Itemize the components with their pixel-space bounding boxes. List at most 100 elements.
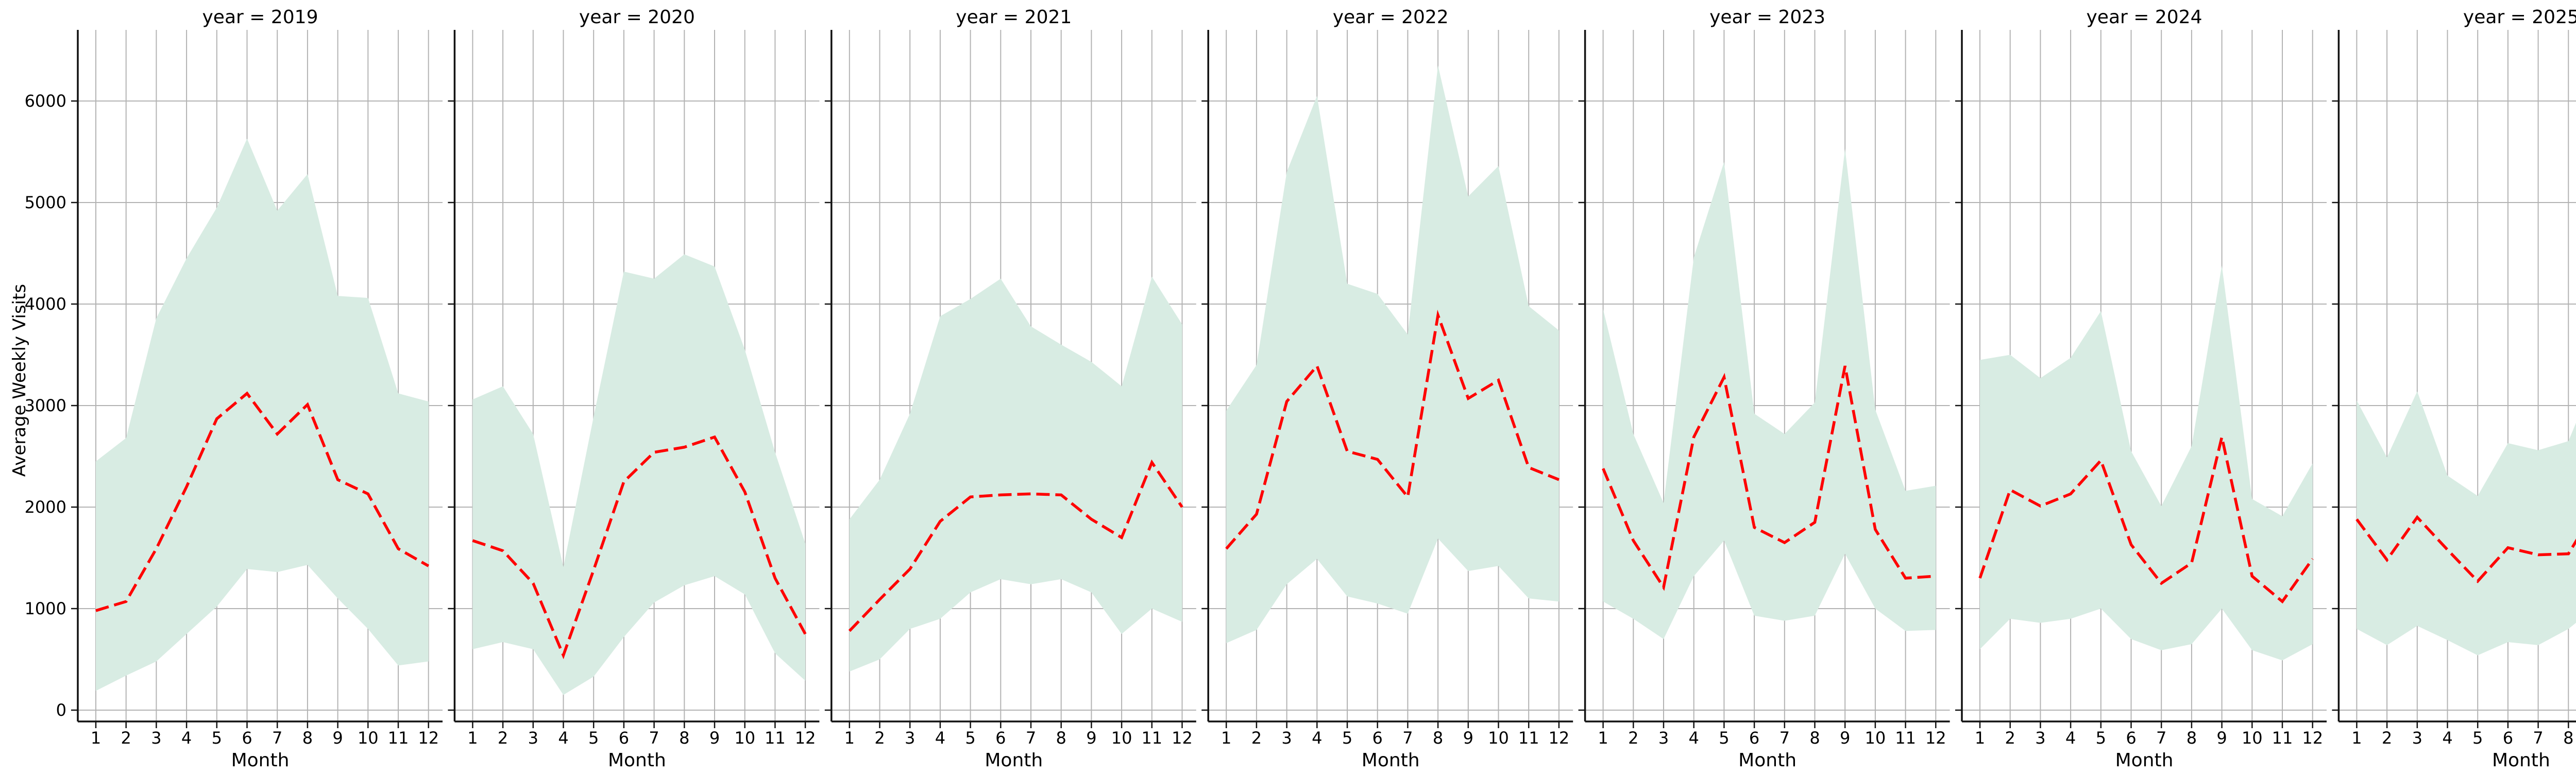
y-tick-label: 1000: [25, 599, 66, 618]
x-tick-label: 1: [1975, 728, 1985, 748]
facet-title: year = 2020: [579, 7, 695, 28]
x-tick-label: 12: [1925, 728, 1946, 748]
percentile-band: [1226, 65, 1559, 643]
facet-title: year = 2023: [1709, 7, 1825, 28]
y-tick-label: 0: [56, 700, 66, 720]
y-tick-label: 4000: [25, 294, 66, 314]
median-line: [848, 459, 1183, 632]
x-tick-label: 8: [2187, 728, 2197, 748]
x-tick-label: 11: [1518, 728, 1539, 748]
facet-title: year = 2021: [956, 7, 1072, 28]
x-tick-label: 2: [498, 728, 508, 748]
x-tick-label: 8: [1056, 728, 1066, 748]
x-tick-label: 9: [709, 728, 720, 748]
x-tick-label: 11: [1895, 728, 1916, 748]
y-tick-label: 2000: [25, 497, 66, 517]
x-tick-label: 12: [795, 728, 816, 748]
x-tick-label: 8: [679, 728, 689, 748]
x-tick-label: 3: [905, 728, 915, 748]
x-tick-label: 3: [2412, 728, 2422, 748]
x-tick-label: 4: [2065, 728, 2076, 748]
x-tick-label: 1: [91, 728, 101, 748]
facet-2019: 1 2 3 4 5 6 7 8 9 10 11 120100020003000400050006000…: [25, 7, 443, 771]
x-tick-label: 9: [2216, 728, 2227, 748]
x-tick-label: 5: [212, 728, 222, 748]
x-tick-label: 5: [588, 728, 599, 748]
x-tick-label: 10: [358, 728, 379, 748]
x-axis-label: Month: [608, 750, 666, 771]
x-tick-label: 8: [2563, 728, 2573, 748]
y-axis-label: Average Weekly Visits: [9, 283, 30, 477]
percentile-band: [1980, 265, 2313, 661]
x-tick-label: 7: [649, 728, 659, 748]
x-tick-label: 1: [1598, 728, 1608, 748]
percentile-band: [96, 138, 429, 691]
x-tick-label: 10: [1111, 728, 1132, 748]
x-tick-label: 9: [1463, 728, 1473, 748]
x-tick-label: 4: [558, 728, 568, 748]
x-tick-label: 3: [2035, 728, 2045, 748]
x-tick-label: 3: [528, 728, 538, 748]
median-line: [1602, 365, 1936, 591]
facet-title: year = 2019: [202, 7, 318, 28]
x-tick-label: 6: [2503, 728, 2513, 748]
x-tick-label: 7: [1780, 728, 1790, 748]
x-axis-label: Month: [2492, 750, 2550, 771]
x-tick-label: 12: [2302, 728, 2323, 748]
x-tick-label: 2: [874, 728, 885, 748]
y-tick-label: 6000: [25, 91, 66, 111]
x-tick-label: 7: [1402, 728, 1413, 748]
x-tick-label: 7: [272, 728, 282, 748]
percentile-band: [472, 254, 806, 695]
x-tick-label: 11: [1141, 728, 1162, 748]
x-tick-label: 11: [2272, 728, 2293, 748]
x-tick-label: 9: [1086, 728, 1096, 748]
x-tick-label: 9: [332, 728, 343, 748]
x-tick-label: 3: [1281, 728, 1292, 748]
x-axis-label: Month: [1362, 750, 1420, 771]
x-tick-label: 2: [2005, 728, 2015, 748]
y-tick-label: 3000: [25, 396, 66, 415]
x-axis-label: Month: [231, 750, 290, 771]
x-tick-label: 5: [2096, 728, 2106, 748]
x-tick-label: 6: [242, 728, 252, 748]
median-line: [472, 435, 807, 660]
x-tick-label: 2: [1628, 728, 1638, 748]
x-tick-label: 8: [302, 728, 313, 748]
median-line: [1978, 436, 2314, 604]
x-tick-label: 1: [1221, 728, 1231, 748]
x-tick-label: 1: [2351, 728, 2362, 748]
x-tick-label: 10: [2242, 728, 2263, 748]
x-tick-label: 12: [1549, 728, 1570, 748]
x-tick-label: 12: [418, 728, 439, 748]
x-tick-label: 6: [995, 728, 1006, 748]
x-tick-label: 4: [2442, 728, 2452, 748]
facet-title: year = 2022: [1333, 7, 1449, 28]
x-axis-label: Month: [1738, 750, 1797, 771]
x-tick-label: 11: [765, 728, 786, 748]
x-tick-label: 10: [1488, 728, 1509, 748]
x-tick-label: 4: [1312, 728, 1322, 748]
x-tick-label: 8: [1433, 728, 1443, 748]
x-tick-label: 4: [181, 728, 192, 748]
x-tick-label: 5: [965, 728, 975, 748]
x-axis-label: Month: [985, 750, 1043, 771]
x-tick-label: 1: [844, 728, 855, 748]
x-tick-label: 6: [619, 728, 629, 748]
percentile-band: [2357, 391, 2576, 656]
x-tick-label: 6: [1372, 728, 1383, 748]
facet-title: year = 2025: [2463, 7, 2576, 28]
x-tick-label: 7: [2533, 728, 2543, 748]
median-line: [2355, 515, 2576, 583]
x-tick-label: 7: [1026, 728, 1036, 748]
x-tick-label: 2: [1251, 728, 1262, 748]
x-tick-label: 2: [121, 728, 131, 748]
x-tick-label: 5: [1342, 728, 1352, 748]
x-tick-label: 7: [2156, 728, 2166, 748]
median-line: [1225, 309, 1560, 550]
